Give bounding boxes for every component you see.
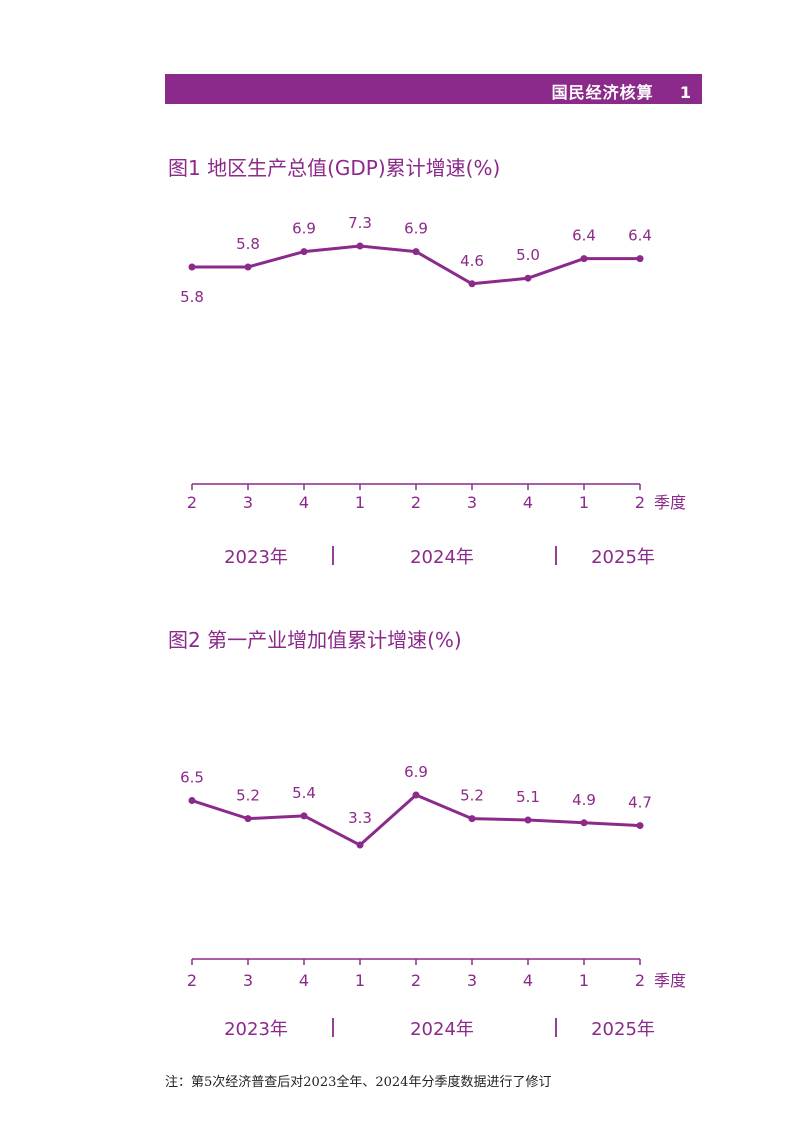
chart2-data-label: 4.7 bbox=[628, 794, 652, 812]
chart2-data-label: 6.9 bbox=[404, 763, 428, 781]
chart2-x-unit: 季度 bbox=[654, 971, 686, 990]
chart1-data-point bbox=[300, 248, 308, 256]
chart1-title: 图1 地区生产总值(GDP)累计增速(%) bbox=[168, 156, 501, 180]
footnote: 注：第5次经济普查后对2023全年、2024年分季度数据进行了修订 bbox=[165, 1075, 552, 1090]
chart2-data-label: 5.2 bbox=[236, 787, 260, 805]
chart1-data-label: 5.8 bbox=[236, 235, 260, 253]
chart2-data-point bbox=[636, 822, 644, 830]
chart2-year-label: 2024年 bbox=[410, 1019, 474, 1040]
chart2-data-point bbox=[356, 841, 364, 849]
chart2-data-label: 5.1 bbox=[516, 788, 540, 806]
chart1-x-tick-label: 2 bbox=[187, 493, 197, 512]
chart1-year-label: 2023年 bbox=[224, 547, 288, 568]
chart1-data-label: 6.9 bbox=[404, 220, 428, 238]
chart2-x-tick-label: 2 bbox=[187, 971, 197, 990]
chart2-x-tick-label: 4 bbox=[523, 971, 533, 990]
chart2-year-label: 2023年 bbox=[224, 1019, 288, 1040]
chart1-data-label: 6.4 bbox=[628, 227, 652, 245]
chart1-data-point bbox=[188, 263, 196, 271]
chart2-data-label: 5.4 bbox=[292, 784, 316, 802]
chart1-data-label: 5.8 bbox=[180, 288, 204, 306]
chart2-x-tick-label: 2 bbox=[635, 971, 645, 990]
section-header-band: 国民经济核算 1 bbox=[165, 74, 702, 104]
chart2-x-tick-label: 4 bbox=[299, 971, 309, 990]
chart1-data-point bbox=[580, 255, 588, 263]
chart2-x-tick-label: 1 bbox=[579, 971, 589, 990]
chart1-x-unit: 季度 bbox=[654, 493, 686, 512]
chart2-data-point bbox=[580, 819, 588, 827]
chart1-data-label: 4.6 bbox=[460, 252, 484, 270]
chart1-year-label: 2024年 bbox=[410, 547, 474, 568]
chart1-x-tick-label: 2 bbox=[411, 493, 421, 512]
chart1-x-tick-label: 1 bbox=[355, 493, 365, 512]
chart2-data-label: 3.3 bbox=[348, 809, 372, 827]
chart1-data-label: 6.4 bbox=[572, 227, 596, 245]
chart1-data-point bbox=[244, 263, 252, 271]
chart1-data-point bbox=[636, 255, 644, 263]
chart1-data-point bbox=[524, 274, 532, 282]
chart1-year-label: 2025年 bbox=[591, 547, 655, 568]
chart1-data-label: 5.0 bbox=[516, 246, 540, 264]
chart2-year-label: 2025年 bbox=[591, 1019, 655, 1040]
chart2-x-tick-label: 3 bbox=[467, 971, 477, 990]
section-header: 国民经济核算 1 bbox=[551, 83, 692, 102]
chart2-data-point bbox=[300, 812, 308, 820]
chart2-data-label: 6.5 bbox=[180, 769, 204, 787]
chart1-x-tick-label: 2 bbox=[635, 493, 645, 512]
chart2-title: 图2 第一产业增加值累计增速(%) bbox=[168, 628, 462, 652]
chart1-x-tick-label: 4 bbox=[523, 493, 533, 512]
chart1-data-point bbox=[412, 248, 420, 256]
chart2-data-point bbox=[468, 815, 476, 823]
chart2-x-tick-label: 1 bbox=[355, 971, 365, 990]
chart2-data-point bbox=[188, 797, 196, 805]
chart2-data-label: 5.2 bbox=[460, 787, 484, 805]
chart1-data-label: 6.9 bbox=[292, 220, 316, 238]
chart1-data-label: 7.3 bbox=[348, 214, 372, 232]
chart2-data-label: 4.9 bbox=[572, 791, 596, 809]
chart1-x-tick-label: 4 bbox=[299, 493, 309, 512]
chart1-x-tick-label: 1 bbox=[579, 493, 589, 512]
chart2-x-tick-label: 2 bbox=[411, 971, 421, 990]
chart2-data-point bbox=[244, 815, 252, 823]
chart1-data-point bbox=[468, 280, 476, 288]
chart2-data-point bbox=[412, 791, 420, 799]
chart1-data-point bbox=[356, 242, 364, 250]
chart2-data-point bbox=[524, 816, 532, 824]
chart1-x-tick-label: 3 bbox=[467, 493, 477, 512]
chart1-x-tick-label: 3 bbox=[243, 493, 253, 512]
chart2-x-tick-label: 3 bbox=[243, 971, 253, 990]
